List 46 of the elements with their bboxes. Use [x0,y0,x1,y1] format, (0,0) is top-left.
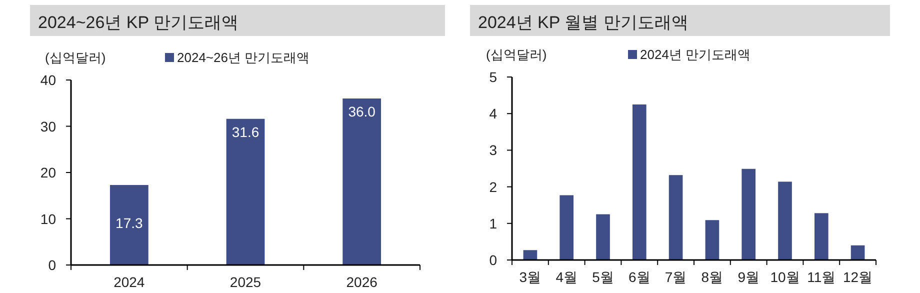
x-tick-label: 2025 [230,274,262,290]
x-tick-label: 12월 [843,269,873,285]
x-tick-label: 2026 [346,274,378,290]
y-axis-title: (십억달러) [486,47,547,62]
y-tick-label: 0 [489,252,498,268]
chart-title: 2024~26년 KP 만기도래액 [38,13,238,32]
bar [110,184,148,265]
bar [778,182,792,260]
y-tick-label: 10 [40,210,56,227]
y-tick-label: 4 [489,106,498,122]
bar [560,195,574,260]
x-tick-label: 11월 [807,269,836,285]
x-tick-label: 5월 [592,269,614,285]
legend-label: 2024~26년 만기도래액 [177,50,310,65]
y-tick-label: 1 [489,215,498,232]
y-tick-label: 20 [40,164,56,180]
bar [342,98,382,265]
x-tick-label: 2024 [114,274,145,290]
data-label: 36.0 [348,104,376,120]
bar [632,104,646,260]
y-tick-label: 3 [489,142,498,158]
y-tick-label: 30 [40,118,56,134]
bar [814,213,828,260]
y-tick-label: 40 [40,72,56,88]
x-tick-label: 9월 [738,269,760,285]
data-label: 17.3 [116,214,144,231]
y-axis-title: (십억달러) [45,50,106,65]
chart-title: 2024년 KP 월별 만기도래액 [478,13,688,32]
bar [596,214,610,260]
x-tick-label: 7월 [664,269,687,285]
x-tick-label: 4월 [556,269,578,285]
bar [668,175,683,260]
bar [850,245,865,260]
y-tick-label: 2 [489,178,498,195]
x-tick-label: 6월 [628,269,650,285]
legend-label: 2024년 만기도래액 [640,47,751,62]
y-tick-label: 0 [48,257,56,273]
x-tick-label: 10월 [770,269,800,285]
x-tick-label: 8월 [701,269,724,285]
bar [226,118,265,265]
data-label: 31.6 [232,124,260,140]
bar [742,168,756,260]
y-tick-label: 5 [489,69,498,85]
bar [523,250,538,260]
bar [705,220,720,260]
x-tick-label: 3월 [519,269,542,285]
